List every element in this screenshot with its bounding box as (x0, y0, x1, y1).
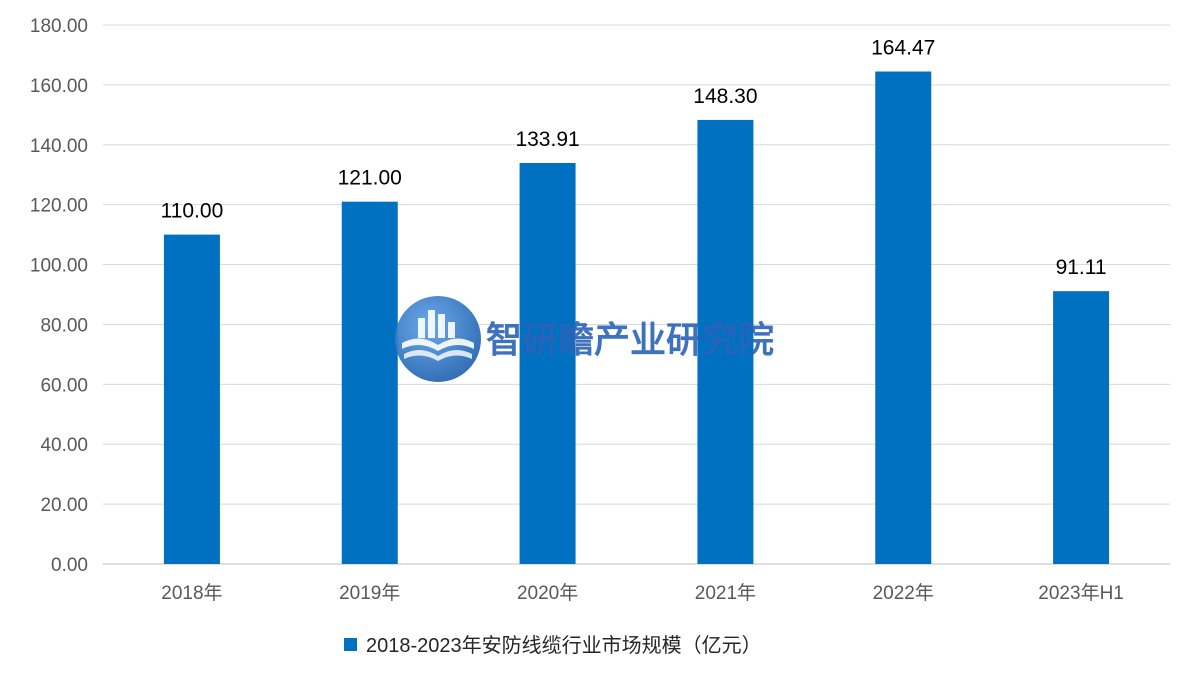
watermark-text: 智研瞻产业研究院 (486, 319, 774, 360)
bar (1053, 291, 1110, 564)
bar-value-label: 133.91 (515, 128, 579, 151)
logo-building-book-icon (395, 296, 481, 382)
y-tick-label: 160.00 (30, 76, 88, 97)
x-tick-label: 2019年 (339, 582, 400, 604)
y-tick-label: 140.00 (30, 136, 88, 157)
watermark: 智研瞻产业研究院 (395, 296, 774, 382)
x-tick-label: 2020年 (517, 582, 578, 604)
bar (697, 119, 754, 564)
bar (875, 71, 932, 564)
y-tick-label: 0.00 (51, 555, 88, 576)
y-tick-label: 40.00 (40, 435, 88, 456)
y-tick-label: 80.00 (40, 315, 88, 336)
bar-value-label: 121.00 (338, 167, 402, 190)
bar-value-label: 148.30 (693, 85, 757, 108)
bar-value-label: 164.47 (871, 37, 935, 60)
x-axis-tick-labels: 2018年 2019年 2020年 2021年 2022年 2023年H1 (161, 582, 1124, 604)
bar (163, 234, 220, 564)
x-tick-label: 2022年 (873, 582, 934, 604)
y-tick-label: 20.00 (40, 495, 88, 516)
legend-swatch (344, 638, 357, 651)
bar-value-label: 110.00 (161, 200, 224, 223)
y-tick-label: 180.00 (30, 16, 88, 37)
y-tick-label: 60.00 (40, 375, 88, 396)
y-axis-tick-labels: 0.00 20.00 40.00 60.00 80.00 100.00 120.00 140.… (30, 16, 88, 576)
bars (163, 71, 1110, 564)
bar (519, 163, 576, 564)
legend-label: 2018-2023年安防线缆行业市场规模（亿元） (366, 634, 762, 657)
x-tick-label: 2021年 (695, 582, 756, 604)
bar-value-label: 91.11 (1056, 256, 1107, 279)
y-tick-label: 100.00 (30, 256, 88, 277)
x-tick-label: 2018年 (161, 582, 222, 604)
y-tick-label: 120.00 (30, 196, 88, 217)
data-labels: 110.00 121.00 133.91 148.30 164.47 91.11 (161, 37, 1107, 280)
x-tick-label: 2023年H1 (1038, 582, 1124, 604)
bar (341, 201, 398, 564)
legend: 2018-2023年安防线缆行业市场规模（亿元） (344, 634, 762, 657)
gridlines (103, 24, 1170, 565)
